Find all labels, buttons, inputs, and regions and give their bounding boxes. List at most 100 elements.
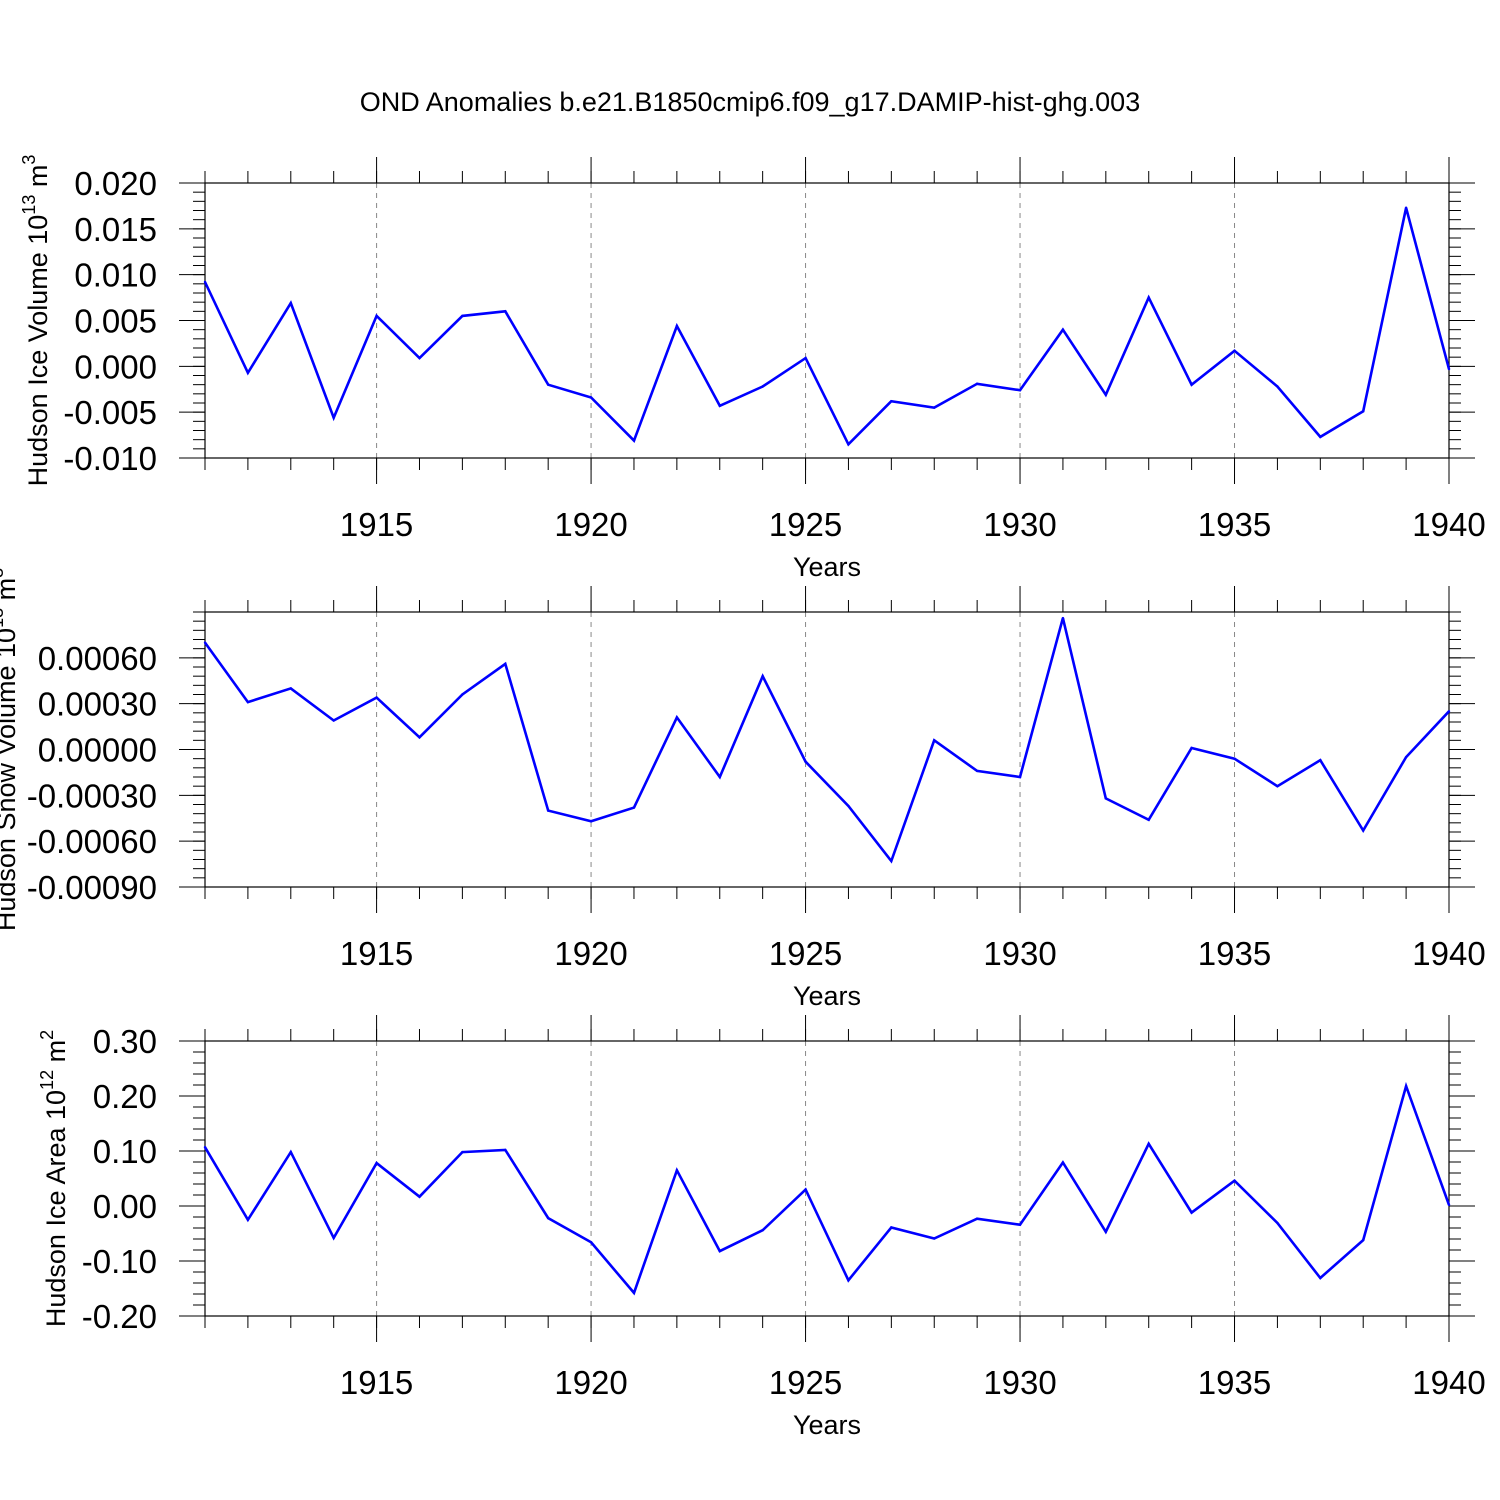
- data-point: [504, 1148, 507, 1152]
- y-axis-label-text: Hudson Snow Volume 10: [0, 628, 21, 931]
- x-tick-label: 1925: [769, 1364, 842, 1401]
- data-point: [589, 1241, 593, 1244]
- data-point: [418, 736, 421, 739]
- chart-panel-1: 1915 1920 1925 1930 1935 1940 -0.010 -0.005 0.00…: [19, 155, 1486, 582]
- data-point: [203, 641, 207, 644]
- data-point: [761, 385, 764, 388]
- data-point: [589, 820, 593, 823]
- data-point: [504, 310, 507, 313]
- y-axis-label-text: Hudson Ice Area 10: [41, 1090, 71, 1327]
- data-line: [203, 1081, 1451, 1296]
- data-point: [632, 806, 636, 809]
- data-point: [933, 1237, 936, 1240]
- data-point: [1319, 435, 1322, 439]
- data-point: [289, 1150, 292, 1154]
- data-point: [675, 324, 679, 328]
- y-tick-label: -0.10: [82, 1243, 157, 1280]
- data-point: [1190, 746, 1193, 750]
- data-point: [203, 1145, 207, 1149]
- data-point: [847, 1279, 850, 1282]
- data-point: [675, 1169, 679, 1172]
- plot-frame: [204, 182, 1450, 459]
- data-point: [461, 314, 464, 318]
- x-tick-label: 1930: [983, 1364, 1056, 1401]
- data-point: [1061, 328, 1065, 331]
- y-tick-label: 0.010: [74, 257, 157, 294]
- y-axis-label-exponent: 13: [0, 608, 7, 628]
- y-tick-label: 0.005: [74, 303, 157, 340]
- x-axis-label: Years: [793, 1410, 861, 1440]
- y-axis-label-text: Hudson Ice Volume 10: [23, 215, 53, 487]
- y-tick-label: -0.00030: [27, 777, 157, 814]
- x-tick-label: 1920: [554, 935, 627, 972]
- data-point: [1147, 818, 1150, 821]
- data-point: [418, 356, 421, 360]
- data-point: [1233, 349, 1236, 352]
- data-point: [546, 809, 550, 812]
- data-point: [332, 1236, 335, 1240]
- data-point: [1404, 755, 1408, 759]
- data-point: [890, 1226, 893, 1229]
- data-point: [1276, 784, 1279, 788]
- data-point: [546, 383, 550, 386]
- data-point: [375, 314, 378, 318]
- y-tick-label: 0.20: [93, 1078, 157, 1115]
- y-axis-label-exponent: 12: [37, 1070, 57, 1090]
- data-point: [804, 760, 807, 763]
- x-tick-label: 1915: [340, 506, 413, 543]
- x-tick-label: 1930: [983, 506, 1056, 543]
- data-point: [1447, 367, 1451, 371]
- y-axis-label-unit: m: [0, 578, 21, 608]
- y-axis-label-exponent: 13: [19, 195, 39, 215]
- x-tick-label: 1920: [554, 1364, 627, 1401]
- data-point: [933, 739, 936, 742]
- data-point: [289, 687, 292, 690]
- data-point: [847, 804, 850, 808]
- y-tick-label: 0.000: [74, 348, 157, 385]
- data-point: [246, 700, 250, 704]
- data-point: [847, 443, 850, 446]
- data-point: [718, 775, 721, 779]
- y-axis-label-unit: m: [23, 165, 53, 195]
- data-point: [890, 859, 893, 863]
- x-axis-label: Years: [793, 552, 861, 582]
- figure-title: OND Anomalies b.e21.B1850cmip6.f09_g17.D…: [360, 87, 1140, 117]
- data-point: [246, 371, 250, 374]
- data-point: [1319, 758, 1322, 762]
- data-line: [203, 617, 1450, 864]
- y-tick-label: 0.00000: [38, 732, 157, 769]
- data-point: [632, 1291, 636, 1295]
- data-point: [718, 1249, 721, 1253]
- data-point: [1104, 1230, 1108, 1234]
- y-axis-label-unit-exponent: 3: [19, 155, 39, 165]
- data-point: [1233, 757, 1236, 760]
- data-point: [589, 396, 593, 399]
- data-point: [1447, 1203, 1451, 1207]
- x-tick-label: 1920: [554, 506, 627, 543]
- data-point: [461, 1150, 464, 1154]
- y-tick-label: -0.010: [63, 440, 157, 477]
- x-tick-label: 1935: [1198, 506, 1271, 543]
- y-tick-label: -0.00090: [27, 869, 157, 906]
- data-point: [332, 416, 335, 419]
- y-tick-label: 0.10: [93, 1133, 157, 1170]
- data-line: [203, 207, 1451, 447]
- data-point: [1018, 1223, 1022, 1226]
- data-point: [203, 280, 207, 284]
- data-point: [1104, 393, 1108, 396]
- data-point: [246, 1218, 250, 1221]
- chart-panel-2: 1915 1920 1925 1930 1935 1940 -0.00090 -0.00060…: [0, 568, 1486, 1011]
- data-point: [1018, 388, 1022, 392]
- x-tick-label: 1935: [1198, 1364, 1271, 1401]
- plot-frame: [204, 1040, 1450, 1317]
- data-point: [1147, 296, 1150, 299]
- data-point: [1061, 616, 1065, 620]
- chart-panel-3: 1915 1920 1925 1930 1935 1940 -0.20 -0.10 0.00 0.…: [37, 1015, 1486, 1440]
- data-point: [975, 382, 979, 385]
- x-tick-label: 1930: [983, 935, 1056, 972]
- y-axis-label-unit-exponent: 2: [37, 1030, 57, 1040]
- data-point: [1061, 1161, 1065, 1164]
- data-point: [1104, 797, 1108, 800]
- data-point: [504, 662, 507, 666]
- data-point: [1276, 385, 1279, 388]
